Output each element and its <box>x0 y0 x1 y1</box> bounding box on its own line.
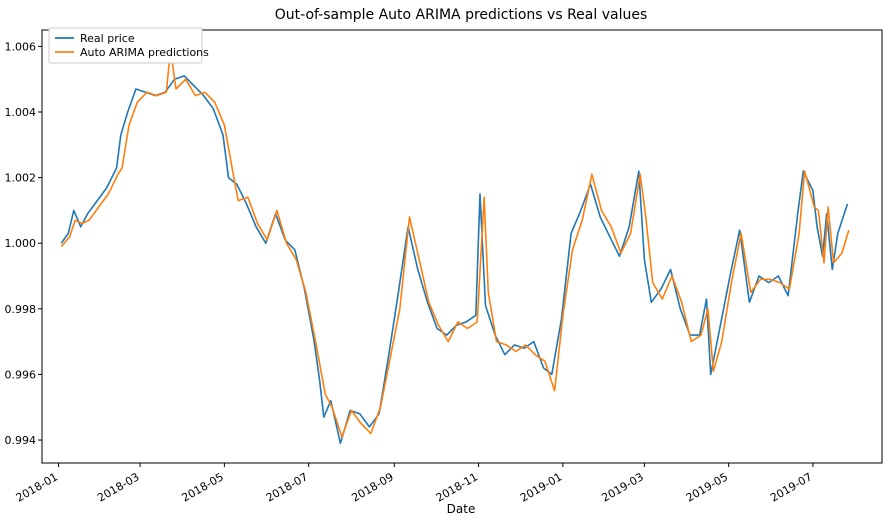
x-tick-label: 2019-03 <box>600 470 646 504</box>
legend-label-real-price: Real price <box>80 32 135 45</box>
series-line-1 <box>60 48 850 438</box>
y-axis: 0.994 0.996 0.998 1.000 1.002 1.004 1.006 <box>5 40 42 447</box>
y-tick-label: 1.000 <box>5 237 37 250</box>
y-tick-label: 0.996 <box>5 368 37 381</box>
y-tick-label: 1.004 <box>5 106 37 119</box>
x-axis: 2018-01 2018-03 2018-05 2018-07 2018-09 2018-… <box>14 463 814 505</box>
y-tick-label: 1.006 <box>5 40 37 53</box>
x-tick-label: 2018-05 <box>180 470 226 504</box>
chart-title: Out-of-sample Auto ARIMA predictions vs … <box>275 7 648 23</box>
plot-area <box>41 29 883 464</box>
y-tick-label: 1.002 <box>5 172 37 185</box>
x-tick-label: 2018-03 <box>95 470 141 504</box>
x-tick-label: 2018-01 <box>14 470 60 504</box>
legend-label-arima: Auto ARIMA predictions <box>80 46 209 59</box>
y-tick-label: 0.998 <box>5 303 37 316</box>
x-tick-label: 2019-01 <box>518 470 564 504</box>
x-tick-label: 2018-11 <box>434 470 480 504</box>
x-tick-label: 2018-09 <box>349 470 395 504</box>
legend-box <box>48 27 203 64</box>
legend: Real price Auto ARIMA predictions <box>48 27 209 64</box>
x-axis-label: Date <box>447 502 476 516</box>
x-tick-label: 2019-05 <box>684 470 730 504</box>
x-tick-label: 2019-07 <box>768 470 814 504</box>
y-tick-label: 0.994 <box>5 434 37 447</box>
series-line-0 <box>60 75 849 445</box>
series-layer <box>60 48 850 445</box>
x-tick-label: 2018-07 <box>264 470 310 504</box>
